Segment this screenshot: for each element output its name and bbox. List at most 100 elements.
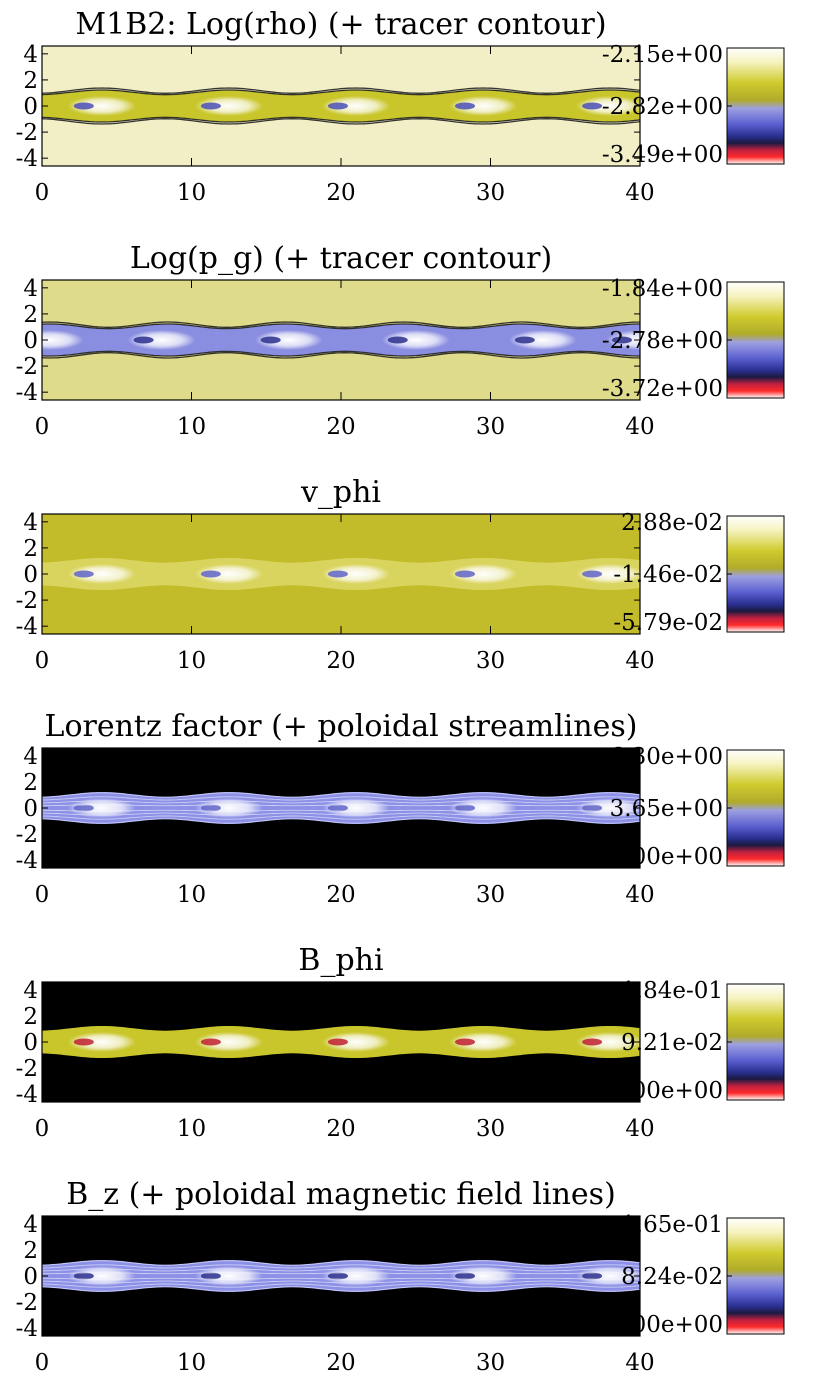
streamline [42,800,640,804]
knot [194,798,263,818]
y-tick-label: 4 [23,744,38,770]
jet-field [42,321,640,359]
streamline [42,1272,640,1275]
panel-title: B_phi [298,943,383,978]
x-tick-label: 20 [326,1116,355,1142]
y-tick-label: 0 [23,1030,38,1056]
panel-6: B_z (+ poloidal magnetic field lines)420… [16,1177,785,1376]
colorbar-tick-label: 1.65e-01 [621,1212,723,1238]
colorbar [726,1217,785,1335]
knot-core [200,102,221,110]
colorbar-tick-label: 0.00e+00 [610,1312,723,1338]
y-tick-label: 2 [23,1238,38,1264]
y-tick-label: 2 [23,536,38,562]
streamline [42,815,640,820]
colorbar-tick-label: 3.65e+00 [610,796,723,822]
y-tick-label: 4 [23,1212,38,1238]
knot [508,330,577,350]
knot-core [327,1038,348,1046]
knot [194,1266,263,1286]
y-tick-label: 0 [23,328,38,354]
colorbar [726,515,785,633]
x-tick-label: 40 [625,648,654,674]
knot [576,1032,640,1052]
x-tick-label: 20 [326,414,355,440]
x-tick-label: 0 [35,1350,50,1376]
knot [194,96,263,116]
colorbar-tick-label: 1.84e-01 [621,978,723,1004]
x-tick-label: 40 [625,180,654,206]
colorbar-tick-label: 0.00e+00 [610,1078,723,1104]
streamline [42,1280,640,1284]
tracer-contour [42,323,640,330]
knot [254,330,323,350]
y-tick-label: -4 [16,1316,38,1342]
knot-core [582,1038,603,1046]
y-tick-label: 4 [23,510,38,536]
knot [67,96,136,116]
knot-core [73,102,94,110]
knot [42,330,84,350]
knot [576,1266,640,1286]
x-tick-label: 40 [625,414,654,440]
x-tick-label: 10 [177,648,206,674]
colorbar [726,281,785,399]
knot [67,798,136,818]
knot [321,1266,390,1286]
y-tick-label: 4 [23,978,38,1004]
jet-field [42,1026,640,1058]
y-tick-label: -4 [16,380,38,406]
knot-core [455,570,476,578]
knot [194,1032,263,1052]
y-tick-label: -2 [16,120,38,146]
knot [449,1266,518,1286]
streamline [42,804,640,807]
jet-body [42,324,640,356]
jet-field [42,558,640,590]
knot [449,1032,518,1052]
colorbar [726,749,785,867]
knot [67,564,136,584]
panel-title: Log(p_g) (+ tracer contour) [130,241,552,276]
x-tick-label: 0 [35,1116,50,1142]
y-tick-label: 2 [23,302,38,328]
y-tick-label: -4 [16,848,38,874]
colorbar-tick-label: 1.00e+00 [610,844,723,870]
knot [381,330,450,350]
colorbar-tick-label: 2.88e-02 [621,510,723,536]
x-tick-label: 40 [625,882,654,908]
jet-field [42,1260,640,1292]
x-tick-label: 40 [625,1350,654,1376]
knot-core [582,804,603,812]
streamline [42,812,640,816]
y-tick-label: 2 [23,68,38,94]
knot [127,330,196,350]
y-tick-label: 2 [23,1004,38,1030]
y-tick-label: 0 [23,94,38,120]
knot-core [582,102,603,110]
x-tick-label: 30 [476,648,505,674]
x-tick-label: 30 [476,1350,505,1376]
colorbar-tick-label: -1.84e+00 [602,276,723,302]
knot-core [455,804,476,812]
x-tick-label: 20 [326,1350,355,1376]
panel-1: M1B2: Log(rho) (+ tracer contour)420-2-4… [16,7,785,206]
y-tick-label: 0 [23,1264,38,1290]
colorbar-tick-label: -1.46e-02 [613,562,723,588]
tracer-contour [42,321,640,328]
knot [321,1032,390,1052]
tracer-contour [42,116,640,123]
panel-title: B_z (+ poloidal magnetic field lines) [66,1177,616,1212]
panel-title: Lorentz factor (+ poloidal streamlines) [45,709,638,744]
knot-core [73,804,94,812]
knot-core [327,102,348,110]
knot-core [73,1272,94,1280]
knot-core [455,1038,476,1046]
knot-core [200,1038,221,1046]
jet-field [42,792,640,824]
y-tick-label: -2 [16,354,38,380]
x-tick-label: 30 [476,1116,505,1142]
